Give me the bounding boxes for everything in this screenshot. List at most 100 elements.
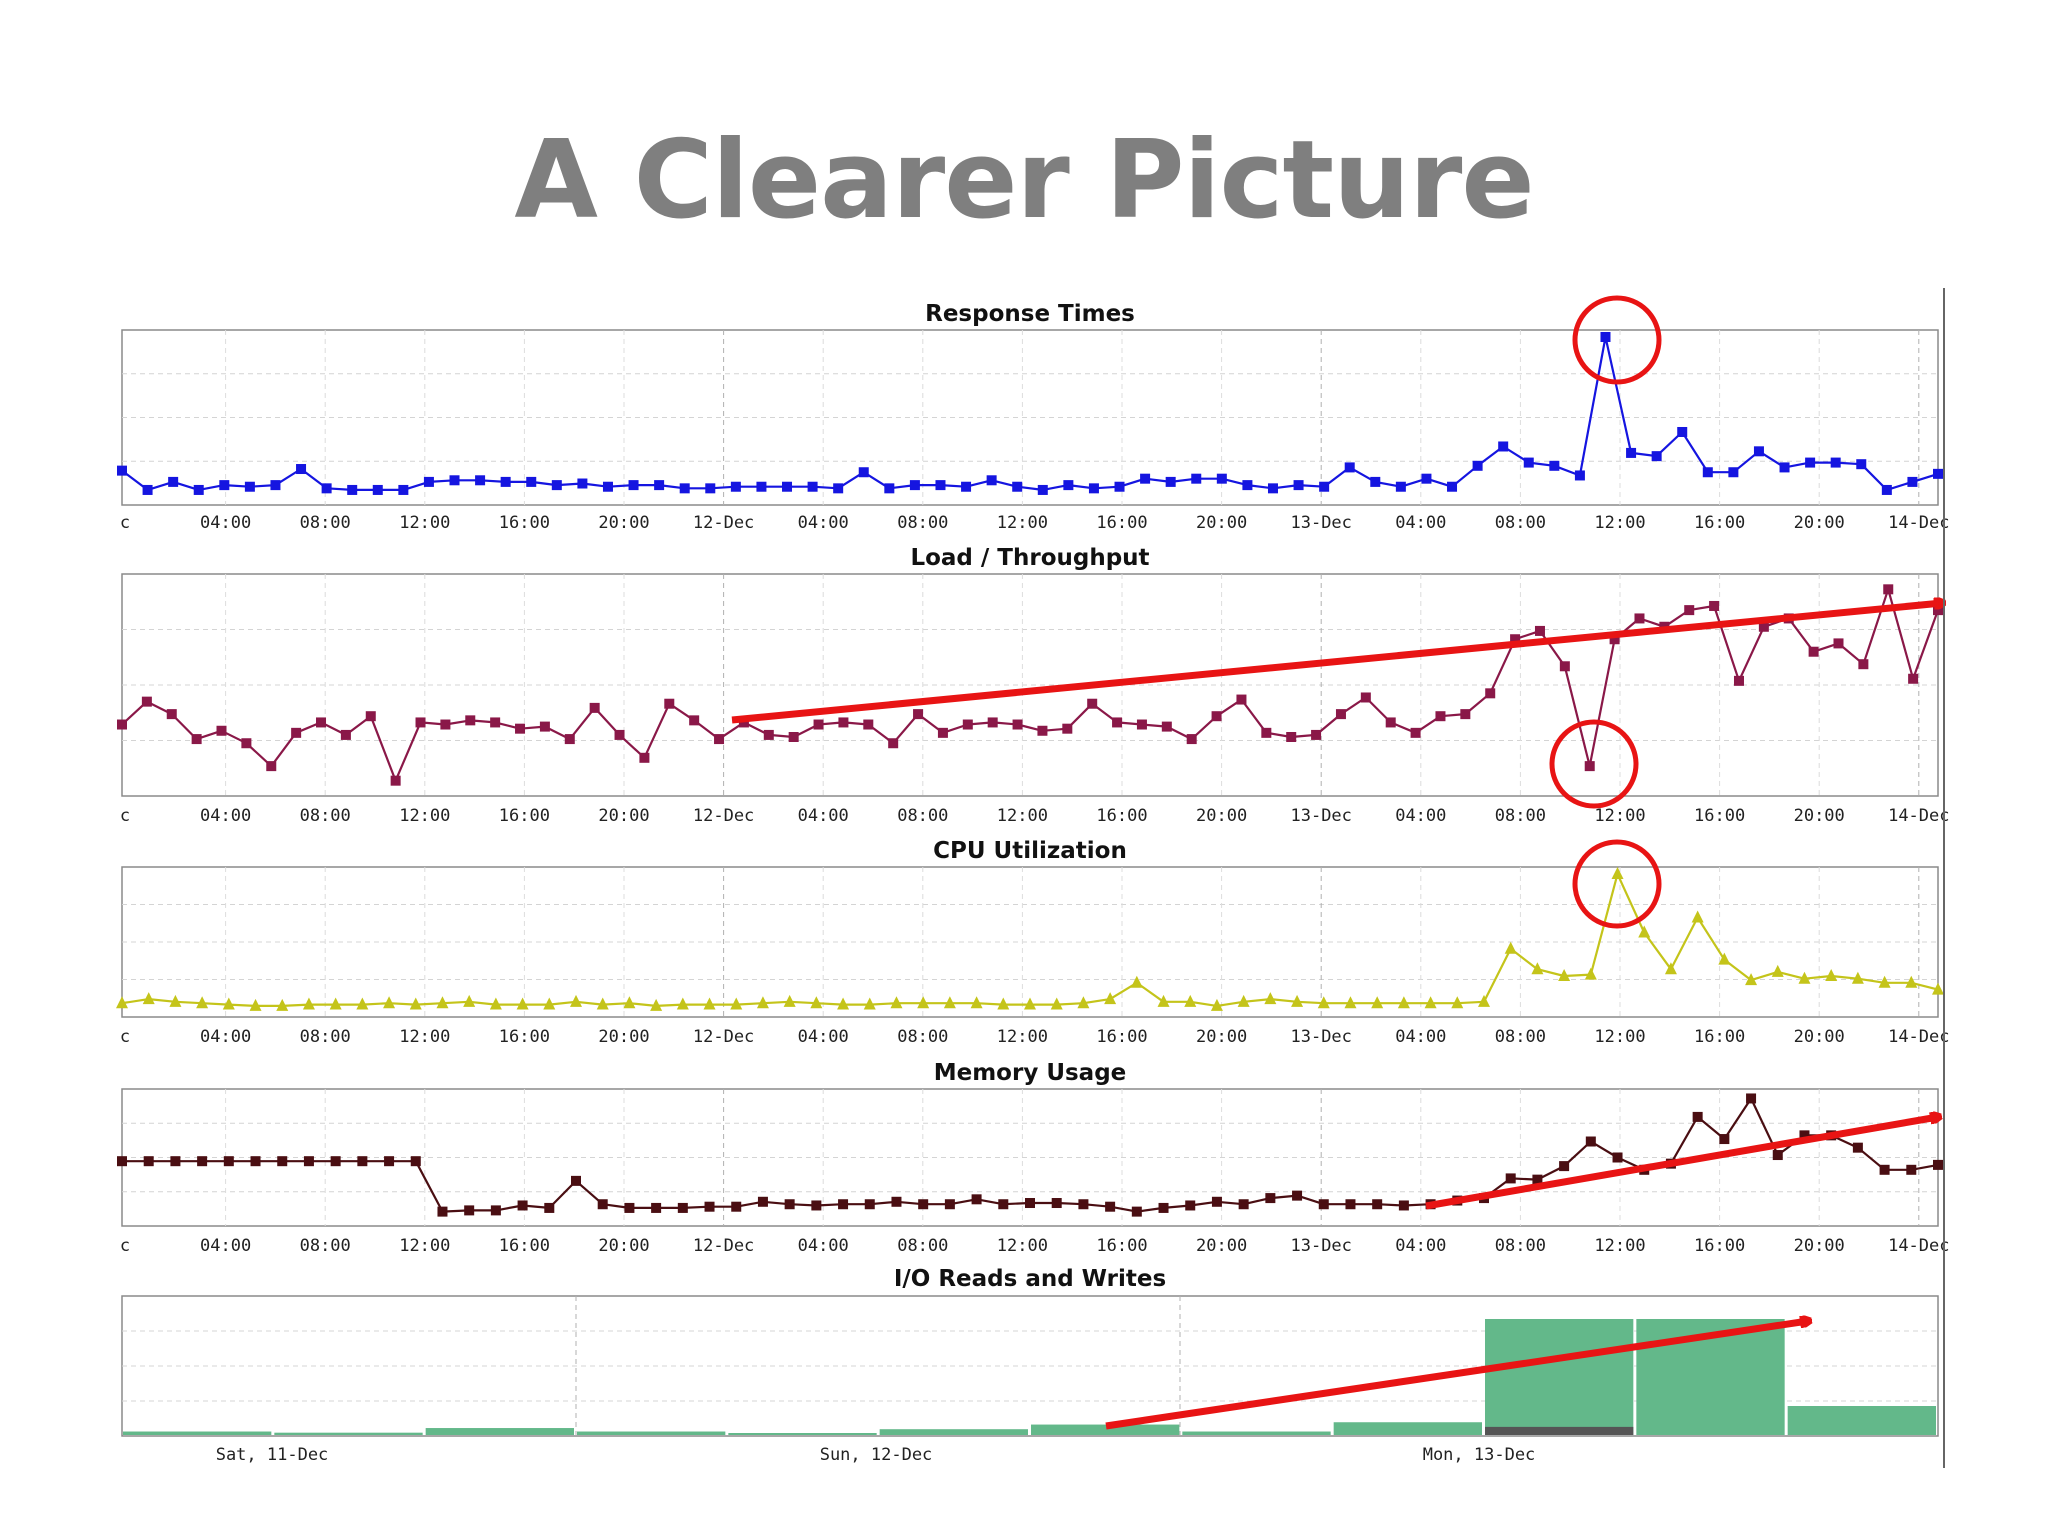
chart-title: I/O Reads and Writes bbox=[894, 1266, 1166, 1292]
data-point bbox=[250, 1156, 261, 1167]
data-point bbox=[1779, 462, 1790, 473]
data-point bbox=[1534, 625, 1545, 636]
chart-title: Load / Throughput bbox=[910, 545, 1149, 571]
data-point bbox=[1424, 996, 1437, 1009]
x-tick-label: c bbox=[120, 513, 130, 533]
data-point bbox=[564, 734, 575, 745]
x-tick-label: 13-Dec bbox=[1290, 513, 1351, 533]
data-point bbox=[884, 483, 895, 494]
data-point bbox=[714, 734, 725, 745]
x-tick-label: 14-Dec bbox=[1888, 1236, 1949, 1256]
data-point bbox=[316, 717, 327, 728]
data-point bbox=[937, 727, 948, 738]
x-tick-label: 20:00 bbox=[1794, 806, 1845, 826]
data-point bbox=[222, 997, 235, 1010]
x-tick-label: 04:00 bbox=[798, 806, 849, 826]
annotation-layer bbox=[731, 295, 1942, 1430]
chart-panel-4: Memory Usage c 04:00 08:00 12:00 16:00 20:00 12… bbox=[117, 1060, 1950, 1256]
data-point bbox=[1684, 605, 1695, 616]
data-point bbox=[705, 483, 716, 494]
data-point bbox=[864, 1199, 875, 1210]
data-point bbox=[1881, 484, 1892, 495]
x-tick-label: 16:00 bbox=[499, 513, 550, 533]
data-point bbox=[1238, 1199, 1249, 1210]
data-point bbox=[1318, 1199, 1329, 1210]
data-point bbox=[1879, 1164, 1890, 1175]
data-point bbox=[654, 480, 665, 491]
data-point bbox=[1112, 717, 1123, 728]
data-point bbox=[1265, 1193, 1276, 1204]
data-point bbox=[935, 480, 946, 491]
chart-title: Memory Usage bbox=[934, 1060, 1127, 1086]
x-tick-label: 04:00 bbox=[200, 1027, 251, 1047]
data-point bbox=[1012, 481, 1023, 492]
x-tick-label: 20:00 bbox=[598, 806, 649, 826]
data-point bbox=[490, 1205, 501, 1216]
x-tick-label: 12:00 bbox=[399, 513, 450, 533]
data-point bbox=[1559, 1161, 1570, 1172]
data-point bbox=[614, 729, 625, 740]
data-point bbox=[917, 996, 930, 1009]
x-tick-label: 12:00 bbox=[997, 806, 1048, 826]
data-point bbox=[1478, 994, 1490, 1007]
x-tick-label: 12:00 bbox=[1594, 806, 1645, 826]
data-point bbox=[782, 481, 793, 492]
io-bar bbox=[879, 1429, 1028, 1435]
data-point bbox=[223, 1156, 234, 1167]
x-tick-label: Sun, 12-Dec bbox=[820, 1445, 933, 1465]
data-point bbox=[1216, 473, 1227, 484]
io-bar bbox=[1182, 1431, 1331, 1435]
data-point bbox=[356, 997, 369, 1010]
data-point bbox=[813, 719, 824, 730]
data-point bbox=[1087, 698, 1098, 709]
data-point bbox=[1771, 964, 1784, 977]
data-point bbox=[1078, 1199, 1089, 1210]
data-point bbox=[944, 1199, 955, 1210]
data-point bbox=[266, 761, 277, 772]
data-point bbox=[1905, 975, 1918, 988]
data-point bbox=[664, 698, 675, 709]
x-tick-label: 04:00 bbox=[798, 1236, 849, 1256]
x-tick-label: 12:00 bbox=[399, 806, 450, 826]
data-point bbox=[1344, 462, 1355, 473]
data-point bbox=[890, 996, 903, 1009]
x-tick-label: 04:00 bbox=[200, 806, 251, 826]
data-point bbox=[679, 483, 690, 494]
data-point bbox=[1728, 467, 1739, 478]
data-point bbox=[1510, 634, 1521, 645]
data-point bbox=[1830, 457, 1841, 468]
data-point bbox=[1504, 941, 1517, 954]
data-point bbox=[1037, 725, 1048, 736]
chart-title: CPU Utilization bbox=[933, 838, 1127, 864]
data-point bbox=[1372, 1199, 1383, 1210]
data-point bbox=[1360, 692, 1371, 703]
data-point bbox=[863, 997, 876, 1010]
data-point bbox=[1611, 867, 1624, 879]
data-point bbox=[415, 717, 426, 728]
io-bar bbox=[577, 1431, 726, 1435]
data-point bbox=[465, 715, 476, 726]
io-bar bbox=[1031, 1424, 1180, 1435]
data-point bbox=[970, 996, 983, 1009]
x-tick-label: 12-Dec bbox=[693, 513, 754, 533]
data-point bbox=[1692, 1111, 1703, 1122]
data-point bbox=[783, 994, 796, 1007]
data-point bbox=[704, 1201, 715, 1212]
data-point bbox=[1237, 994, 1250, 1007]
x-tick-label: c bbox=[120, 1236, 130, 1256]
data-point bbox=[543, 997, 556, 1010]
x-tick-label: 12:00 bbox=[997, 1236, 1048, 1256]
data-point bbox=[142, 992, 155, 1005]
data-point bbox=[1398, 1200, 1409, 1211]
data-point bbox=[1371, 996, 1384, 1009]
data-point bbox=[1584, 967, 1597, 980]
data-point bbox=[515, 723, 526, 734]
data-point bbox=[1165, 476, 1176, 487]
data-point bbox=[463, 994, 476, 1007]
io-bar-secondary bbox=[1485, 1426, 1634, 1435]
x-tick-label: 12:00 bbox=[997, 513, 1048, 533]
data-point bbox=[1472, 460, 1483, 471]
data-point bbox=[1758, 621, 1769, 632]
data-point bbox=[689, 715, 700, 726]
data-point bbox=[1799, 1130, 1810, 1141]
